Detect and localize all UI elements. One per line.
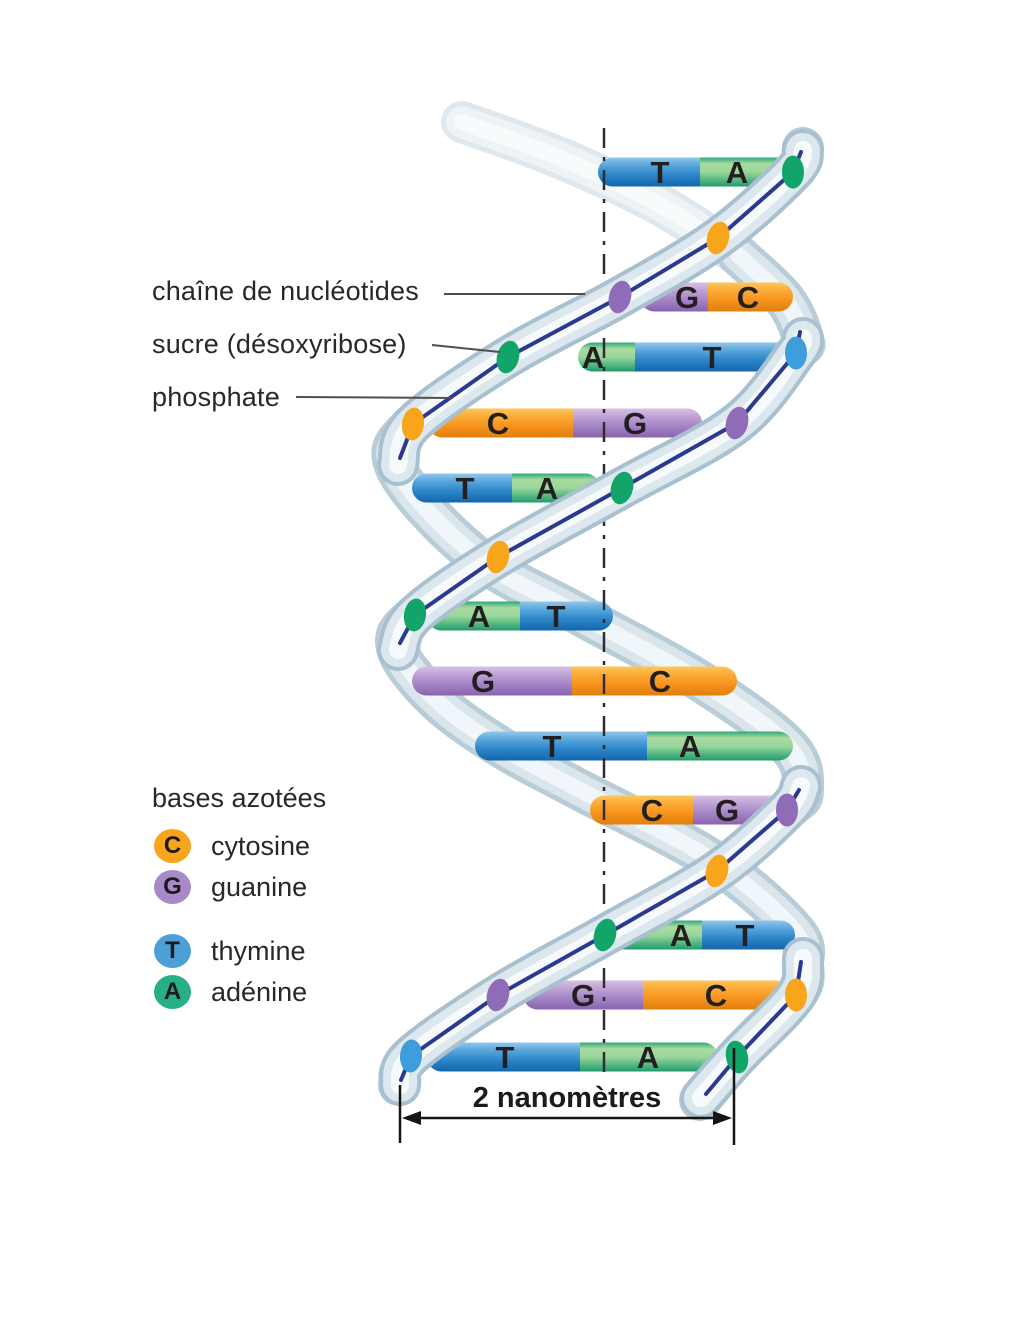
- base-letter-T: T: [456, 471, 475, 506]
- guanine-name: guanine: [211, 871, 308, 902]
- adenine-name: adénine: [211, 976, 308, 1007]
- sugar-bead-green: [496, 340, 520, 374]
- base-letter-C: C: [737, 280, 759, 315]
- legend-item-thymine: T thymine: [154, 933, 306, 969]
- base-letter-T: T: [651, 155, 670, 190]
- base-letter-A: A: [582, 340, 604, 375]
- base-segment-A: [578, 342, 635, 372]
- base-letter-T: T: [703, 340, 722, 375]
- base-letter-G: G: [715, 793, 739, 828]
- sugar-bead-orange: [785, 978, 807, 1012]
- thymine-badge-icon: T: [154, 934, 191, 968]
- base-letter-C: C: [705, 978, 727, 1013]
- sugar-bead-orange: [705, 854, 729, 888]
- legend-item-adenine: A adénine: [154, 974, 307, 1010]
- base-letter-A: A: [637, 1040, 659, 1075]
- base-segment-T: [520, 601, 613, 631]
- sugar-leader: [431, 344, 501, 353]
- base-letter-A: A: [679, 729, 701, 764]
- cytosine-name: cytosine: [211, 830, 311, 861]
- legend-title: bases azotées: [152, 783, 327, 813]
- base-letter-C: C: [487, 406, 509, 441]
- sugar-bead-purple: [776, 793, 798, 827]
- sugar-bead-green: [593, 918, 617, 952]
- sugar-bead-orange: [401, 407, 425, 441]
- base-segment-C: [572, 666, 737, 696]
- scale-arrowhead-left-icon: [402, 1111, 421, 1125]
- base-segment-T: [475, 731, 647, 761]
- chain-of-nucleotides-label: chaîne de nucléotides: [152, 276, 419, 306]
- base-letter-T: T: [547, 599, 566, 634]
- backbone-ribbon-strand1-front-top: [377, 129, 824, 486]
- cytosine-badge-icon: C: [154, 829, 191, 863]
- scale-bar: [398, 1048, 736, 1145]
- sugar-bead-green: [610, 471, 634, 505]
- phosphate-leader: [295, 396, 454, 399]
- legend-item-guanine: G guanine: [154, 869, 307, 905]
- base-letter-A: A: [468, 599, 490, 634]
- sugar-bead-green: [403, 598, 427, 632]
- scale-arrowhead-right-icon: [713, 1111, 732, 1125]
- base-letter-T: T: [736, 918, 755, 953]
- base-letter-G: G: [571, 978, 595, 1013]
- sugar-bead-blue: [785, 336, 807, 370]
- adenine-badge-icon: A: [154, 975, 191, 1009]
- scale-bar-label: 2 nanomètres: [472, 1082, 662, 1114]
- base-segment-T: [702, 920, 795, 950]
- base-letter-C: C: [649, 664, 671, 699]
- backbone-ribbon-strand1-front-bottom: [378, 765, 822, 1106]
- base-segment-A: [647, 731, 793, 761]
- thymine-name: thymine: [211, 935, 306, 966]
- sugar-bead-purple: [725, 406, 749, 440]
- base-segment-G: [573, 408, 702, 438]
- sugar-bead-purple: [486, 978, 510, 1012]
- base-letter-G: G: [623, 406, 647, 441]
- base-segment-C: [590, 795, 693, 825]
- sugar-bead-green: [725, 1040, 749, 1074]
- base-letter-A: A: [726, 155, 748, 190]
- phosphate-chain-line: [704, 960, 803, 1096]
- base-segment-T: [598, 157, 700, 187]
- backbone-ribbon-strand2-front-bottom: [680, 937, 825, 1119]
- base-letter-A: A: [670, 918, 692, 953]
- legend-item-cytosine: C cytosine: [154, 828, 310, 864]
- base-segment-C: [708, 282, 793, 312]
- base-letter-A: A: [536, 471, 558, 506]
- base-letter-T: T: [496, 1040, 515, 1075]
- base-segment-G: [412, 666, 572, 696]
- guanine-badge-icon: G: [154, 870, 191, 904]
- sugar-bead-orange: [486, 540, 510, 574]
- base-letter-C: C: [641, 793, 663, 828]
- base-letter-G: G: [471, 664, 495, 699]
- sugar-bead-purple: [608, 280, 632, 314]
- sugar-bead-orange: [706, 221, 730, 255]
- base-letter-T: T: [543, 729, 562, 764]
- backbone-ribbon-strand2-front-mid: [377, 317, 825, 671]
- sugar-bead-blue: [399, 1039, 423, 1073]
- sugar-bead-green: [782, 155, 804, 189]
- base-segment-T: [412, 473, 512, 503]
- sugar-deoxyribose-label: sucre (désoxyribose): [152, 329, 407, 359]
- phosphate-label: phosphate: [152, 382, 280, 412]
